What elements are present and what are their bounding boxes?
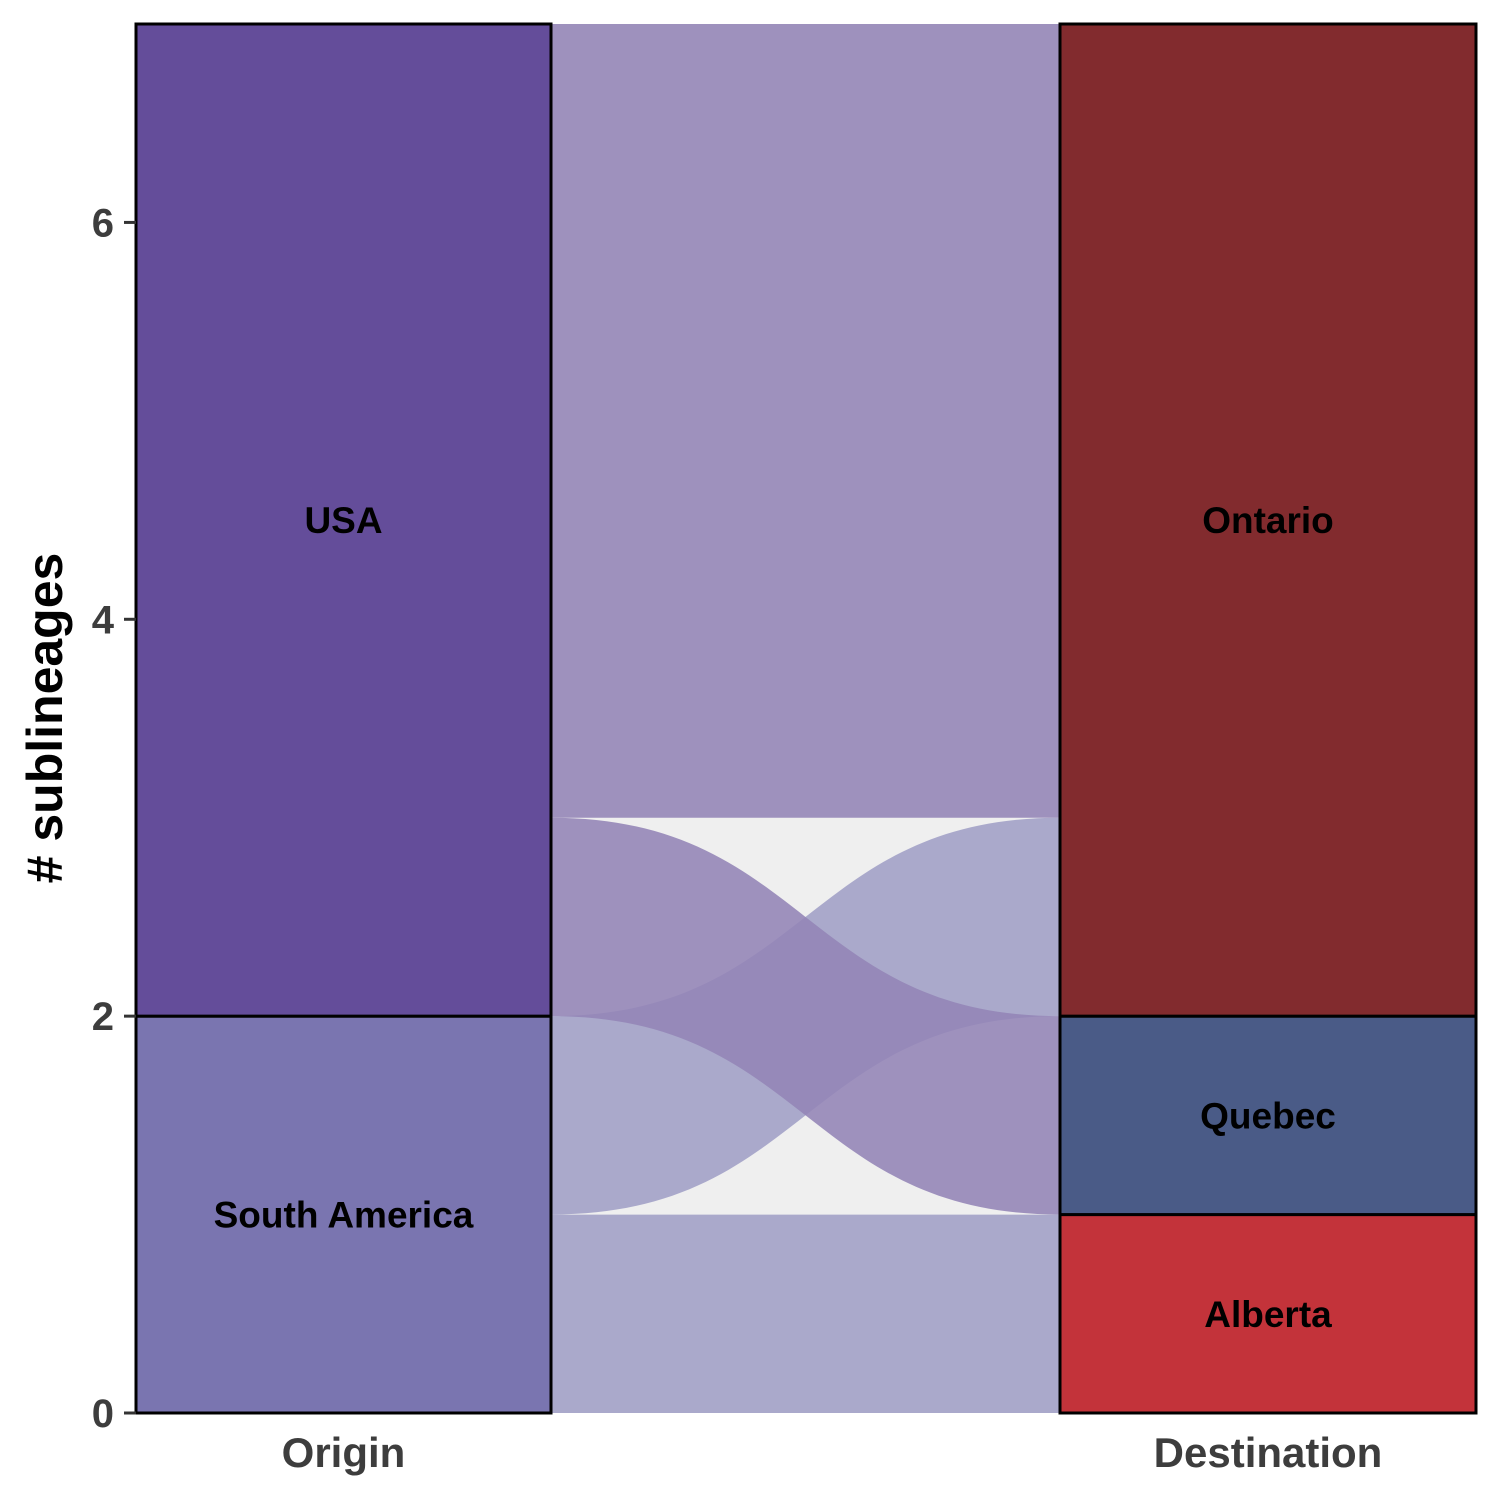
node-label-quebec: Quebec — [1200, 1095, 1336, 1136]
y-tick-label-4: 4 — [92, 598, 115, 642]
node-quebec — [1058, 1014, 1478, 1217]
y-tick-label-6: 6 — [92, 201, 114, 245]
node-alberta — [1058, 1213, 1478, 1415]
node-label-alberta: Alberta — [1204, 1294, 1332, 1335]
node-south-america — [134, 1014, 553, 1415]
y-axis: 0 2 4 6 — [92, 24, 138, 1436]
nodes-layer: South America USA Alberta Quebec Ontario — [134, 22, 1478, 1415]
node-usa — [134, 22, 553, 1018]
x-tick-label-destination: Destination — [1154, 1429, 1383, 1476]
flows-layer — [551, 24, 1060, 1413]
flow-south-america-to-alberta — [551, 1214, 1060, 1413]
x-tick-label-origin: Origin — [282, 1429, 406, 1476]
node-label-ontario: Ontario — [1202, 500, 1334, 541]
y-axis-title: # sublineages — [17, 553, 73, 884]
y-tick-label-0: 0 — [92, 1392, 114, 1436]
x-axis: Origin Destination — [282, 1429, 1383, 1476]
y-tick-label-2: 2 — [92, 995, 114, 1039]
flow-usa-to-quebec — [551, 817, 1060, 1215]
node-ontario — [1058, 22, 1478, 1018]
node-label-south-america: South America — [214, 1195, 474, 1236]
node-label-usa: USA — [304, 500, 382, 541]
flow-usa-to-ontario — [551, 24, 1060, 818]
